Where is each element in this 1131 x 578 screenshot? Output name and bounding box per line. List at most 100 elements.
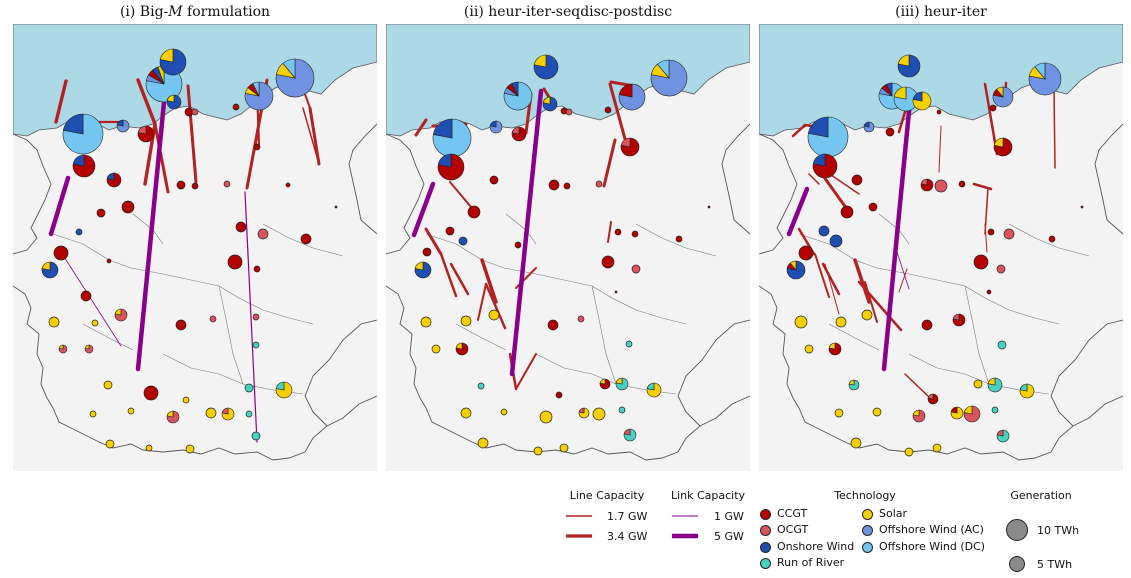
offshore-wind-dc-slice — [807, 116, 849, 158]
generation-nodes — [41, 48, 338, 454]
solar-slice — [84, 344, 90, 350]
generation-pie — [432, 118, 472, 158]
solar-slice — [460, 407, 472, 419]
onshore-wind-slice — [897, 54, 921, 78]
solar-slice — [850, 437, 862, 449]
generation-pie — [987, 377, 1003, 393]
offshore-wind-dc-slice — [62, 113, 104, 155]
generation-pie — [812, 153, 838, 179]
solar-slice — [420, 316, 432, 328]
generation-pie — [897, 54, 921, 78]
solar-slice — [539, 410, 553, 424]
ccgt-slice — [121, 200, 135, 214]
solar-slice — [828, 342, 836, 350]
generation-pie — [455, 342, 469, 356]
ocgt-slice — [952, 313, 960, 321]
solar-slice — [205, 407, 217, 419]
generation-pie — [804, 344, 814, 354]
ccgt-slice — [986, 289, 992, 295]
onshore-wind-slice — [116, 119, 124, 127]
ccgt-slice — [989, 104, 997, 112]
generation-pie — [547, 319, 559, 331]
ccgt-slice — [840, 205, 854, 219]
solar-slice — [431, 344, 441, 354]
ccgt-slice — [851, 174, 863, 186]
generation-pie — [58, 344, 68, 354]
ocgt-slice — [996, 429, 1004, 437]
run-of-river-slice — [646, 382, 655, 391]
ccgt-slice — [631, 230, 639, 238]
generation-pie — [257, 228, 269, 240]
solar-slice — [542, 96, 551, 105]
legend-label: 1 GW — [714, 510, 744, 523]
ac-line — [607, 221, 612, 243]
generation-pie — [251, 431, 261, 441]
solar-slice — [166, 94, 175, 103]
solar-slice — [114, 308, 122, 316]
legend-item-solar: Solar — [862, 507, 907, 520]
generation-pie — [1028, 62, 1062, 96]
solar-slice — [794, 315, 808, 329]
onshore-wind-slice — [812, 153, 826, 167]
solar-slice — [835, 316, 847, 328]
ccgt-slice — [300, 233, 312, 245]
generation-pie — [84, 344, 94, 354]
line-swatches — [566, 515, 592, 538]
ccgt-slice — [812, 153, 838, 179]
map-germany — [759, 24, 1123, 471]
ac-line — [480, 258, 498, 304]
solar-slice — [559, 443, 569, 453]
generation-pie — [798, 245, 814, 261]
generation-pie — [105, 439, 115, 449]
ac-line — [449, 181, 472, 208]
generation-pie — [1003, 228, 1015, 240]
solar-slice — [897, 54, 910, 67]
generation-pie — [828, 342, 842, 356]
run-of-river-slice — [251, 431, 261, 441]
ccgt-slice — [72, 154, 96, 178]
ocgt-slice — [137, 125, 147, 135]
ccgt-slice — [973, 254, 989, 270]
ocgt-slice — [223, 180, 231, 188]
dc-links — [411, 88, 544, 377]
generation-pie — [275, 58, 315, 98]
transmission-lines — [54, 63, 321, 194]
generation-pie — [159, 48, 187, 76]
offshore-wind-ac-slice — [1028, 62, 1062, 96]
run-of-river-slice — [1019, 383, 1028, 392]
generation-nodes — [414, 54, 711, 456]
generation-pie — [514, 241, 522, 249]
solar-slice — [500, 408, 508, 416]
solar-slice — [533, 54, 547, 68]
ac-line — [414, 118, 428, 137]
solar-slice — [912, 409, 920, 417]
generation-pie — [460, 407, 472, 419]
generation-pie — [614, 290, 618, 294]
generation-pie — [861, 309, 873, 321]
generation-bubble-small — [1009, 556, 1025, 572]
ac-line — [608, 82, 630, 152]
onshore-wind-slice — [489, 120, 497, 128]
generation-pie — [885, 127, 895, 137]
ac-line — [814, 253, 830, 298]
generation-pie — [75, 228, 83, 236]
ac-line — [864, 281, 878, 323]
generation-pie — [912, 409, 926, 423]
generation-pie — [253, 265, 261, 273]
generation-pie — [958, 180, 966, 188]
ccgt-slice — [950, 406, 958, 414]
solar-slice — [848, 379, 855, 386]
panel-title: (iii) heur-iter — [895, 4, 987, 20]
solar-slice — [599, 378, 606, 385]
generation-pie — [121, 200, 135, 214]
offshore-wind-dc-slice — [657, 59, 670, 79]
ocgt-slice — [595, 180, 603, 188]
generation-pie — [106, 258, 112, 264]
ccgt-slice — [467, 205, 481, 219]
legend-label: 10 TWh — [1037, 524, 1080, 537]
ocgt-slice — [577, 315, 585, 323]
ccgt-slice — [555, 391, 563, 399]
ac-line — [136, 78, 157, 126]
generation-pie — [631, 264, 641, 274]
legend-technology: Technology CCGT OCGT Onshore Wind Run of… — [760, 489, 990, 574]
